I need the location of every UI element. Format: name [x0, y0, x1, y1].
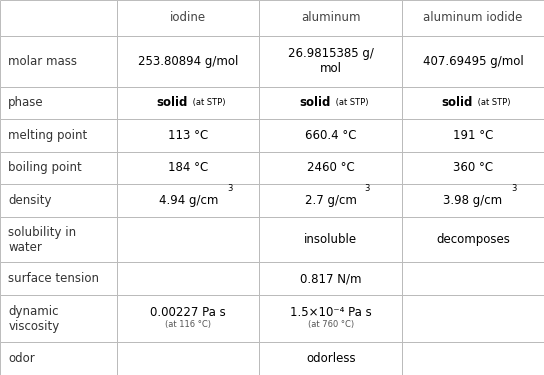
Text: 3: 3 — [512, 184, 517, 193]
Text: iodine: iodine — [170, 11, 206, 24]
Text: 4.94 g/cm: 4.94 g/cm — [158, 194, 218, 207]
Text: (at STP): (at STP) — [190, 99, 226, 108]
Text: 253.80894 g/mol: 253.80894 g/mol — [138, 55, 238, 68]
Text: solid: solid — [157, 96, 188, 109]
Text: 2.7 g/cm: 2.7 g/cm — [305, 194, 357, 207]
Text: (at 760 °C): (at 760 °C) — [308, 320, 354, 329]
Text: 0.00227 Pa s: 0.00227 Pa s — [150, 306, 226, 319]
Text: 3.98 g/cm: 3.98 g/cm — [443, 194, 503, 207]
Text: 2460 °C: 2460 °C — [307, 162, 355, 174]
Text: melting point: melting point — [8, 129, 88, 142]
Text: 113 °C: 113 °C — [168, 129, 208, 142]
Text: decomposes: decomposes — [436, 233, 510, 246]
Text: 360 °C: 360 °C — [453, 162, 493, 174]
Text: density: density — [8, 194, 52, 207]
Text: solid: solid — [299, 96, 331, 109]
Text: 3: 3 — [365, 184, 370, 193]
Text: (at STP): (at STP) — [475, 99, 511, 108]
Text: aluminum: aluminum — [301, 11, 361, 24]
Text: 407.69495 g/mol: 407.69495 g/mol — [423, 55, 523, 68]
Text: 660.4 °C: 660.4 °C — [305, 129, 356, 142]
Text: dynamic
viscosity: dynamic viscosity — [8, 304, 59, 333]
Text: 184 °C: 184 °C — [168, 162, 208, 174]
Text: 1.5×10⁻⁴ Pa s: 1.5×10⁻⁴ Pa s — [290, 306, 372, 319]
Text: odorless: odorless — [306, 352, 356, 365]
Text: solubility in
water: solubility in water — [8, 225, 76, 254]
Text: odor: odor — [8, 352, 35, 365]
Text: (at STP): (at STP) — [333, 99, 368, 108]
Text: molar mass: molar mass — [8, 55, 77, 68]
Text: solid: solid — [442, 96, 473, 109]
Text: 0.817 N/m: 0.817 N/m — [300, 272, 362, 285]
Text: (at 116 °C): (at 116 °C) — [165, 320, 211, 329]
Text: 191 °C: 191 °C — [453, 129, 493, 142]
Text: surface tension: surface tension — [8, 272, 99, 285]
Text: phase: phase — [8, 96, 44, 109]
Text: 26.9815385 g/
mol: 26.9815385 g/ mol — [288, 47, 374, 75]
Text: 3: 3 — [227, 184, 232, 193]
Text: boiling point: boiling point — [8, 162, 82, 174]
Text: aluminum iodide: aluminum iodide — [423, 11, 523, 24]
Text: insoluble: insoluble — [304, 233, 357, 246]
